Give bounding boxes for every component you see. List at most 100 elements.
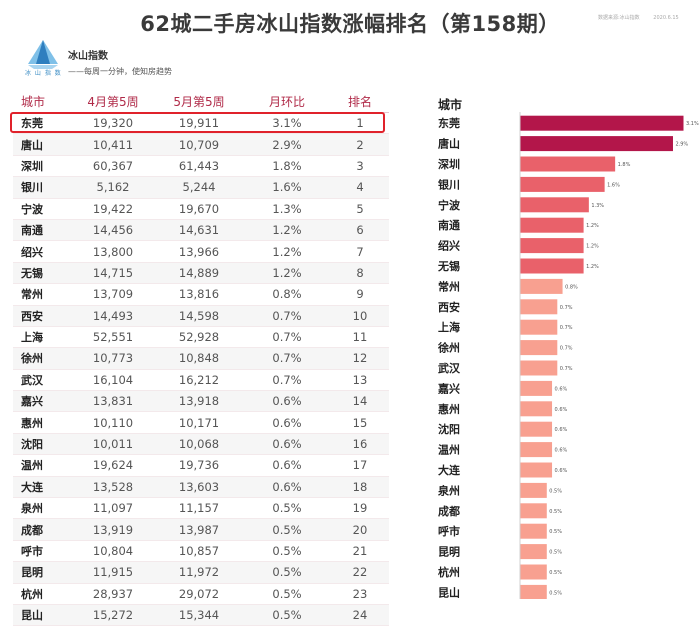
cell-april-week5: 14,456	[71, 219, 155, 242]
cell-rank: 24	[331, 604, 389, 626]
bar-category-label: 泉州	[437, 483, 460, 497]
bar-category-label: 南通	[438, 218, 460, 232]
header-month-on-month: 月环比	[243, 90, 331, 113]
cell-rank: 7	[331, 240, 389, 263]
cell-may-week5: 10,068	[155, 433, 243, 456]
cell-month-on-month: 0.7%	[243, 305, 331, 327]
bar-category-label: 绍兴	[438, 239, 460, 253]
table-row: 武汉 16,104 16,212 0.7% 13	[13, 369, 389, 392]
cell-city: 昆明	[13, 561, 71, 584]
table-row: 昆山 15,272 15,344 0.5% 24	[13, 604, 389, 626]
cell-month-on-month: 0.6%	[243, 476, 331, 499]
bar-value-label: 0.5%	[549, 488, 562, 494]
cell-city: 温州	[13, 454, 71, 477]
cell-month-on-month: 0.7%	[243, 347, 331, 370]
table-row: 昆明 11,915 11,972 0.5% 22	[13, 561, 389, 584]
table-row: 呼市 10,804 10,857 0.5% 21	[13, 540, 389, 563]
cell-month-on-month: 1.2%	[243, 240, 331, 263]
table-row: 上海 52,551 52,928 0.7% 11	[13, 326, 389, 349]
cell-rank: 4	[331, 176, 389, 199]
bar-category-label: 昆明	[438, 546, 460, 559]
cell-april-week5: 13,528	[71, 476, 155, 499]
cell-rank: 14	[331, 390, 389, 413]
table-row: 东莞 19,320 19,911 3.1% 1	[13, 112, 389, 135]
cell-month-on-month: 0.5%	[243, 561, 331, 584]
cell-april-week5: 52,551	[71, 326, 155, 349]
cell-may-week5: 10,171	[155, 411, 243, 434]
bar-value-label: 1.8%	[618, 162, 631, 168]
bar-value-label: 0.5%	[549, 509, 562, 515]
logo-brand-text: 冰 山 指 数	[25, 70, 62, 77]
cell-may-week5: 10,709	[155, 133, 243, 156]
cell-rank: 23	[331, 583, 389, 605]
cell-rank: 22	[331, 561, 389, 584]
bar-category-label: 徐州	[437, 341, 460, 355]
bar-value-label: 0.6%	[555, 427, 568, 433]
cell-may-week5: 16,212	[155, 369, 243, 392]
cell-may-week5: 52,928	[155, 326, 243, 349]
cell-april-week5: 5,162	[71, 176, 155, 199]
bar	[520, 176, 605, 192]
bar	[520, 584, 547, 599]
cell-april-week5: 10,411	[71, 133, 155, 156]
bar	[520, 319, 558, 335]
header-april-week5: 4月第5周	[71, 90, 155, 113]
bar	[520, 340, 558, 356]
cell-rank: 12	[331, 347, 389, 370]
bar	[520, 299, 558, 315]
cell-city: 唐山	[13, 133, 71, 156]
bar-value-label: 0.5%	[549, 550, 562, 556]
cell-may-week5: 13,987	[155, 518, 243, 541]
cell-city: 徐州	[13, 347, 71, 370]
cell-april-week5: 10,110	[71, 411, 155, 434]
cell-city: 成都	[13, 518, 71, 541]
bar-value-label: 1.6%	[607, 182, 620, 188]
table-row: 深圳 60,367 61,443 1.8% 3	[13, 155, 389, 178]
cell-rank: 10	[331, 305, 389, 327]
cell-month-on-month: 1.3%	[243, 198, 331, 220]
bar-value-label: 0.5%	[549, 590, 562, 596]
cell-month-on-month: 0.5%	[243, 604, 331, 626]
cell-rank: 11	[331, 326, 389, 349]
cell-city: 深圳	[13, 155, 71, 178]
bar-category-label: 温州	[438, 443, 460, 457]
bar	[520, 360, 558, 376]
cell-may-week5: 13,918	[155, 390, 243, 413]
bar-category-label: 呼市	[438, 524, 460, 538]
cell-month-on-month: 2.9%	[243, 133, 331, 156]
cell-may-week5: 14,598	[155, 305, 243, 327]
cell-may-week5: 61,443	[155, 155, 243, 178]
cell-april-week5: 60,367	[71, 155, 155, 178]
cell-month-on-month: 0.6%	[243, 411, 331, 434]
bar-category-label: 上海	[438, 320, 460, 334]
bar-value-label: 2.9%	[675, 142, 688, 148]
bar	[520, 482, 547, 498]
bar-value-label: 0.6%	[555, 468, 568, 474]
bar-category-label: 惠州	[438, 402, 460, 416]
bar-category-label: 大连	[438, 463, 461, 477]
cell-month-on-month: 1.2%	[243, 262, 331, 285]
cell-rank: 9	[331, 283, 389, 306]
cell-rank: 21	[331, 540, 389, 563]
bar-category-label: 成都	[438, 504, 460, 518]
page-title: 62城二手房冰山指数涨幅排名（第158期）	[140, 12, 560, 36]
chart-category-header: 城市	[438, 98, 463, 112]
cell-april-week5: 13,831	[71, 390, 155, 413]
cell-april-week5: 10,773	[71, 347, 155, 370]
bar	[520, 380, 553, 396]
bar-value-label: 0.6%	[555, 448, 568, 454]
header-may-week5: 5月第5周	[155, 90, 243, 113]
cell-month-on-month: 0.8%	[243, 283, 331, 306]
bar-value-label: 1.2%	[586, 244, 599, 250]
bar	[520, 462, 553, 478]
cell-city: 常州	[13, 283, 71, 306]
cell-month-on-month: 3.1%	[243, 112, 331, 135]
table-row: 银川 5,162 5,244 1.6% 4	[13, 176, 389, 199]
cell-month-on-month: 0.5%	[243, 518, 331, 541]
cell-city: 昆山	[13, 604, 71, 626]
cell-month-on-month: 1.8%	[243, 155, 331, 178]
cell-may-week5: 19,911	[155, 112, 243, 135]
cell-rank: 18	[331, 476, 389, 499]
cell-rank: 17	[331, 454, 389, 477]
bar	[520, 217, 584, 233]
